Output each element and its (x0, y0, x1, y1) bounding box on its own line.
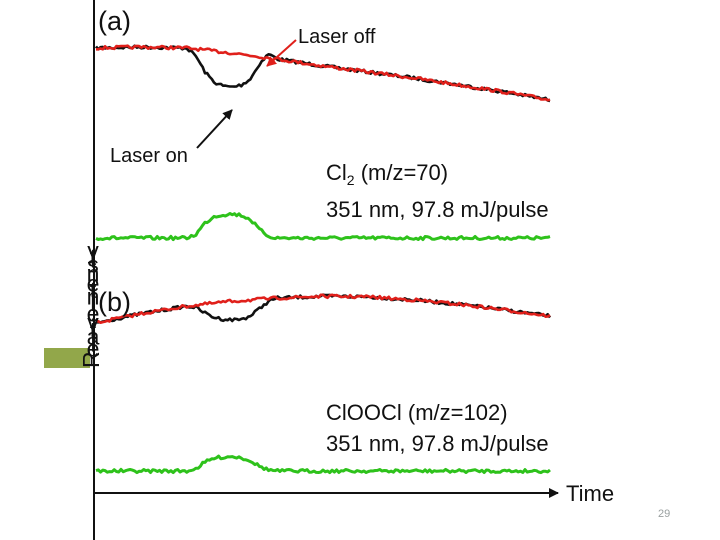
species-a-subscript: 2 (346, 172, 355, 188)
series-laser-on-panel-a (94, 44, 551, 103)
species-a-text: Cl (326, 160, 347, 185)
y-label-char: y (87, 237, 96, 264)
y-axis-label: Relative Intensity (78, 238, 105, 368)
species-a-suffix: (m/z=70) (354, 160, 449, 185)
panel-b-label: (b) (98, 287, 131, 317)
series-laser-off-panel-b (95, 293, 551, 324)
laser-on-label: Laser on (110, 145, 188, 167)
panel-a-species: Cl2 (m/z=70) (326, 158, 448, 190)
page-number: 29 (658, 508, 671, 520)
panel-b-conditions: 351 nm, 97.8 mJ/pulse (326, 431, 549, 456)
series-laser-off-panel-a (96, 44, 551, 102)
panel-a-label: (a) (98, 6, 131, 36)
panel-b-species: ClOOCl (m/z=102) (326, 400, 508, 425)
accent-block (44, 348, 90, 368)
laser-off-label: Laser off (298, 26, 376, 48)
time-axis-label: Time (566, 481, 615, 506)
plot-layer (94, 44, 552, 475)
laser-on-arrow (196, 109, 233, 149)
panel-a-conditions: 351 nm, 97.8 mJ/pulse (326, 197, 549, 222)
laser-off-arrow (266, 39, 297, 67)
series-depletion-panel-a (95, 212, 551, 242)
series-depletion-panel-b (95, 454, 551, 475)
